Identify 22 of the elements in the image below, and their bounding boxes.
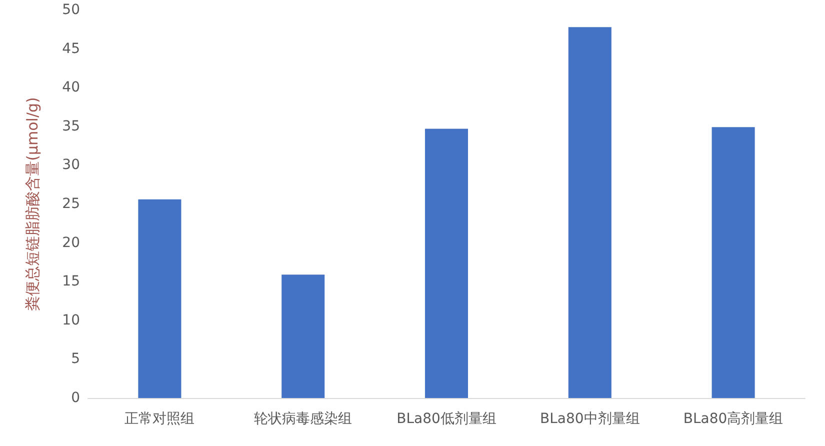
x-tick-label: BLa80高剂量组 [683,411,784,427]
bar [282,274,325,398]
y-tick-label: 5 [71,351,80,368]
x-tick-label: 正常对照组 [124,411,195,427]
y-tick-label: 45 [62,40,80,57]
bar [138,199,182,398]
y-tick-label: 40 [62,80,80,96]
y-tick-label: 15 [62,274,80,290]
y-tick-label: 10 [62,312,80,328]
y-tick-label: 30 [62,157,80,174]
y-tick-label: 0 [71,390,80,406]
y-axis-title: 粪便总短链脂肪酸含量(μmol/g) [24,97,42,311]
bar [568,27,612,398]
bar [424,128,468,398]
y-tick-label: 20 [62,234,80,251]
y-tick-label: 35 [62,118,80,134]
y-tick-label: 25 [62,196,80,212]
bar [712,127,755,398]
x-tick-label: BLa80低剂量组 [396,411,496,427]
y-tick-label: 50 [62,2,80,18]
x-tick-label: 轮状病毒感染组 [254,411,352,427]
x-tick-label: BLa80中剂量组 [540,411,640,427]
